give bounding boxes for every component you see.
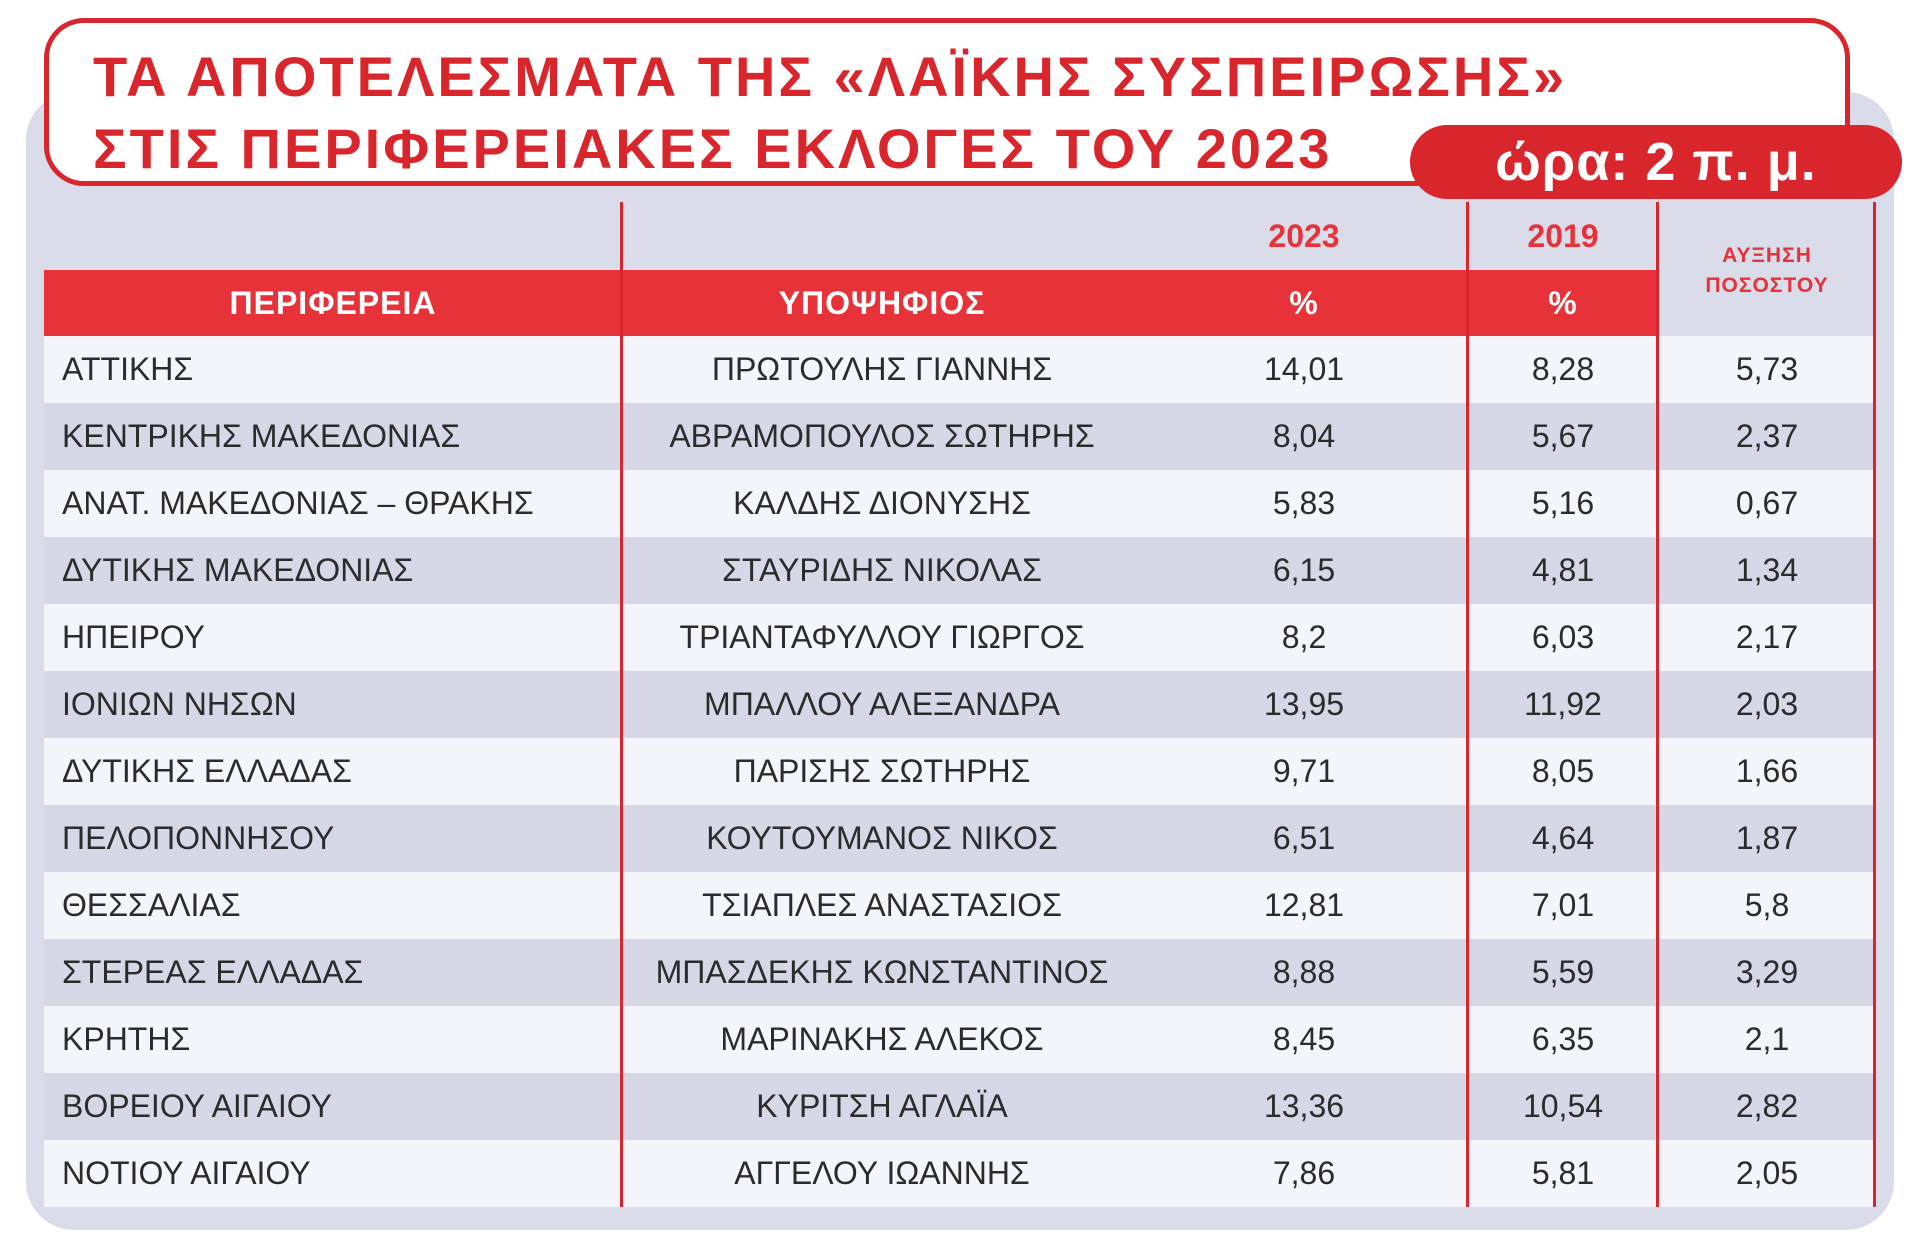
candidate-column-header: ΥΠΟΨΗΦΙΟΣ	[778, 284, 986, 321]
region-cell: ΗΠΕΙΡΟΥ	[62, 619, 205, 655]
increase-cell: 1,87	[1735, 820, 1799, 856]
table-row: ΙΟΝΙΩΝ ΝΗΣΩΝ ΜΠΑΛΛΟΥ ΑΛΕΞΑΝΔΡΑ 13,95 11,92 2…	[44, 671, 1876, 738]
candidate-cell: ΠΑΡΙΣΗΣ ΣΩΤΗΡΗΣ	[733, 753, 1031, 789]
region-cell: ΒΟΡΕΙΟΥ ΑΙΓΑΙΟΥ	[62, 1088, 332, 1124]
pct-2019-cell: 5,16	[1531, 485, 1595, 521]
pct-2019-cell: 7,01	[1531, 887, 1595, 923]
table-row: ΑΤΤΙΚΗΣ ΠΡΩΤΟΥΛΗΣ ΓΙΑΝΝΗΣ 14,01 8,28 5,73	[44, 336, 1876, 403]
table-row: ΔΥΤΙΚΗΣ ΕΛΛΑΔΑΣ ΠΑΡΙΣΗΣ ΣΩΤΗΡΗΣ 9,71 8,05 1,…	[44, 738, 1876, 805]
increase-header-line-2: ΠΟΣΟΣΤΟΥ	[1705, 274, 1829, 297]
candidate-cell: ΜΠΑΛΛΟΥ ΑΛΕΞΑΝΔΡΑ	[704, 686, 1060, 722]
pct-2019-cell: 10,54	[1522, 1088, 1604, 1124]
increase-cell: 1,66	[1735, 753, 1799, 789]
pct-2023-cell: 5,83	[1272, 485, 1336, 521]
year-2023-label: 2023	[1268, 217, 1340, 254]
pct-2023-cell: 14,01	[1263, 351, 1345, 387]
candidate-cell: ΑΒΡΑΜΟΠΟΥΛΟΣ ΣΩΤΗΡΗΣ	[669, 418, 1095, 454]
candidate-cell: ΑΓΓΕΛΟΥ ΙΩΑΝΝΗΣ	[734, 1155, 1030, 1191]
candidate-cell: ΣΤΑΥΡΙΔΗΣ ΝΙΚΟΛΑΣ	[722, 552, 1042, 588]
pct-2019-cell: 11,92	[1524, 686, 1602, 722]
column-divider	[1466, 202, 1469, 1207]
table-row: ΗΠΕΙΡΟΥ ΤΡΙΑΝΤΑΦΥΛΛΟΥ ΓΙΩΡΓΟΣ 8,2 6,03 2,17	[44, 604, 1876, 671]
pct-2023-cell: 8,88	[1272, 954, 1336, 990]
table-row: ΒΟΡΕΙΟΥ ΑΙΓΑΙΟΥ ΚΥΡΙΤΣΗ ΑΓΛΑΪΑ 13,36 10,54 2…	[44, 1073, 1876, 1140]
candidate-cell: ΠΡΩΤΟΥΛΗΣ ΓΙΑΝΝΗΣ	[711, 351, 1053, 387]
candidate-cell: ΚΟΥΤΟΥΜΑΝΟΣ ΝΙΚΟΣ	[706, 820, 1058, 856]
region-cell: ΔΥΤΙΚΗΣ ΕΛΛΑΔΑΣ	[62, 753, 352, 789]
header-row	[44, 270, 1658, 336]
candidate-cell: ΚΥΡΙΤΣΗ ΑΓΛΑΪΑ	[756, 1088, 1008, 1124]
pct-2019-column-header: %	[1548, 284, 1578, 321]
table-body: ΑΤΤΙΚΗΣ ΠΡΩΤΟΥΛΗΣ ΓΙΑΝΝΗΣ 14,01 8,28 5,73 ΚΕΝ…	[44, 336, 1876, 1207]
table-row: ΑΝΑΤ. ΜΑΚΕΔΟΝΙΑΣ – ΘΡΑΚΗΣ ΚΑΛΔΗΣ ΔΙΟΝΥΣΗΣ…	[44, 470, 1876, 537]
table-row: ΚΡΗΤΗΣ ΜΑΡΙΝΑΚΗΣ ΑΛΕΚΟΣ 8,45 6,35 2,1	[44, 1006, 1876, 1073]
increase-cell: 2,37	[1735, 418, 1799, 454]
increase-cell: 2,1	[1744, 1021, 1790, 1057]
title-box: ΤΑ ΑΠΟΤΕΛΕΣΜΑΤΑ ΤΗΣ «ΛΑΪΚΗΣ ΣΥΣΠΕΙΡΩΣΗΣ»…	[44, 18, 1850, 186]
increase-cell: 3,29	[1735, 954, 1799, 990]
region-cell: ΑΤΤΙΚΗΣ	[62, 351, 194, 387]
pct-2019-cell: 6,03	[1531, 619, 1595, 655]
table-row: ΚΕΝΤΡΙΚΗΣ ΜΑΚΕΔΟΝΙΑΣ ΑΒΡΑΜΟΠΟΥΛΟΣ ΣΩΤΗΡΗΣ…	[44, 403, 1876, 470]
pct-2023-cell: 7,86	[1272, 1155, 1336, 1191]
candidate-cell: ΚΑΛΔΗΣ ΔΙΟΝΥΣΗΣ	[733, 485, 1031, 521]
increase-cell: 5,73	[1735, 351, 1799, 387]
increase-cell: 2,03	[1735, 686, 1799, 722]
pct-2019-cell: 4,81	[1531, 552, 1595, 588]
page-title-line-2: ΣΤΙΣ ΠΕΡΙΦΕΡΕΙΑΚΕΣ ΕΚΛΟΓΕΣ ΤΟΥ 2023	[93, 117, 1333, 180]
increase-cell: 1,34	[1735, 552, 1799, 588]
pct-2023-cell: 8,2	[1281, 619, 1327, 655]
pct-2019-cell: 8,28	[1531, 351, 1595, 387]
table-row: ΝΟΤΙΟΥ ΑΙΓΑΙΟΥ ΑΓΓΕΛΟΥ ΙΩΑΝΝΗΣ 7,86 5,81 2,0…	[44, 1140, 1876, 1207]
pct-2019-cell: 6,35	[1531, 1021, 1595, 1057]
region-cell: ΠΕΛΟΠΟΝΝΗΣΟΥ	[62, 820, 335, 856]
column-divider	[620, 202, 623, 1207]
region-column-header: ΠΕΡΙΦΕΡΕΙΑ	[229, 284, 437, 321]
pct-2023-cell: 8,04	[1272, 418, 1336, 454]
increase-column-header: ΑΥΞΗΣΗ ΠΟΣΟΣΤΟΥ	[1658, 230, 1876, 312]
increase-cell: 2,17	[1735, 619, 1799, 655]
pct-2019-cell: 8,05	[1531, 753, 1595, 789]
region-cell: ΘΕΣΣΑΛΙΑΣ	[62, 887, 241, 923]
pct-2023-cell: 12,81	[1263, 887, 1345, 923]
region-cell: ΙΟΝΙΩΝ ΝΗΣΩΝ	[62, 686, 297, 722]
pct-2019-cell: 4,64	[1531, 820, 1595, 856]
year-2019-label: 2019	[1527, 217, 1599, 254]
candidate-cell: ΤΡΙΑΝΤΑΦΥΛΛΟΥ ΓΙΩΡΓΟΣ	[679, 619, 1085, 655]
region-cell: ΝΟΤΙΟΥ ΑΙΓΑΙΟΥ	[62, 1155, 311, 1191]
pct-2019-cell: 5,81	[1531, 1155, 1595, 1191]
pct-2023-cell: 13,95	[1263, 686, 1345, 722]
table-row: ΠΕΛΟΠΟΝΝΗΣΟΥ ΚΟΥΤΟΥΜΑΝΟΣ ΝΙΚΟΣ 6,51 4,64 1,8…	[44, 805, 1876, 872]
table-row: ΔΥΤΙΚΗΣ ΜΑΚΕΔΟΝΙΑΣ ΣΤΑΥΡΙΔΗΣ ΝΙΚΟΛΑΣ 6,15 4…	[44, 537, 1876, 604]
pct-2023-cell: 6,15	[1272, 552, 1336, 588]
column-divider	[1656, 202, 1659, 1207]
candidate-cell: ΜΠΑΣΔΕΚΗΣ ΚΩΝΣΤΑΝΤΙΝΟΣ	[655, 954, 1109, 990]
increase-cell: 2,82	[1735, 1088, 1799, 1124]
increase-cell: 5,8	[1744, 887, 1790, 923]
table-row: ΣΤΕΡΕΑΣ ΕΛΛΑΔΑΣ ΜΠΑΣΔΕΚΗΣ ΚΩΝΣΤΑΝΤΙΝΟΣ 8,8…	[44, 939, 1876, 1006]
pct-2023-column-header: %	[1289, 284, 1319, 321]
candidate-cell: ΤΣΙΑΠΛΕΣ ΑΝΑΣΤΑΣΙΟΣ	[702, 887, 1062, 923]
column-divider	[1873, 202, 1876, 1207]
increase-cell: 0,67	[1735, 485, 1799, 521]
region-cell: ΚΕΝΤΡΙΚΗΣ ΜΑΚΕΔΟΝΙΑΣ	[62, 418, 461, 454]
candidate-cell: ΜΑΡΙΝΑΚΗΣ ΑΛΕΚΟΣ	[720, 1021, 1044, 1057]
results-table: 2023 2019 ΑΥΞΗΣΗ ΠΟΣΟΣΤΟΥ ΠΕΡΙΦΕΡΕΙΑ ΥΠΟ…	[44, 202, 1876, 1212]
page-title-line-1: ΤΑ ΑΠΟΤΕΛΕΣΜΑΤΑ ΤΗΣ «ΛΑΪΚΗΣ ΣΥΣΠΕΙΡΩΣΗΣ»	[93, 45, 1568, 108]
pct-2023-cell: 6,51	[1272, 820, 1336, 856]
region-cell: ΑΝΑΤ. ΜΑΚΕΔΟΝΙΑΣ – ΘΡΑΚΗΣ	[62, 485, 534, 521]
pct-2019-cell: 5,59	[1531, 954, 1595, 990]
region-cell: ΚΡΗΤΗΣ	[62, 1021, 191, 1057]
pct-2023-cell: 8,45	[1272, 1021, 1336, 1057]
table-row: ΘΕΣΣΑΛΙΑΣ ΤΣΙΑΠΛΕΣ ΑΝΑΣΤΑΣΙΟΣ 12,81 7,01 5,8	[44, 872, 1876, 939]
increase-cell: 2,05	[1735, 1155, 1799, 1191]
region-cell: ΔΥΤΙΚΗΣ ΜΑΚΕΔΟΝΙΑΣ	[62, 552, 414, 588]
region-cell: ΣΤΕΡΕΑΣ ΕΛΛΑΔΑΣ	[62, 954, 364, 990]
pct-2023-cell: 13,36	[1263, 1088, 1345, 1124]
pct-2019-cell: 5,67	[1531, 418, 1595, 454]
increase-header-line-1: ΑΥΞΗΣΗ	[1722, 244, 1812, 267]
time-badge: ώρα: 2 π. μ.	[1410, 125, 1902, 199]
pct-2023-cell: 9,71	[1272, 753, 1336, 789]
